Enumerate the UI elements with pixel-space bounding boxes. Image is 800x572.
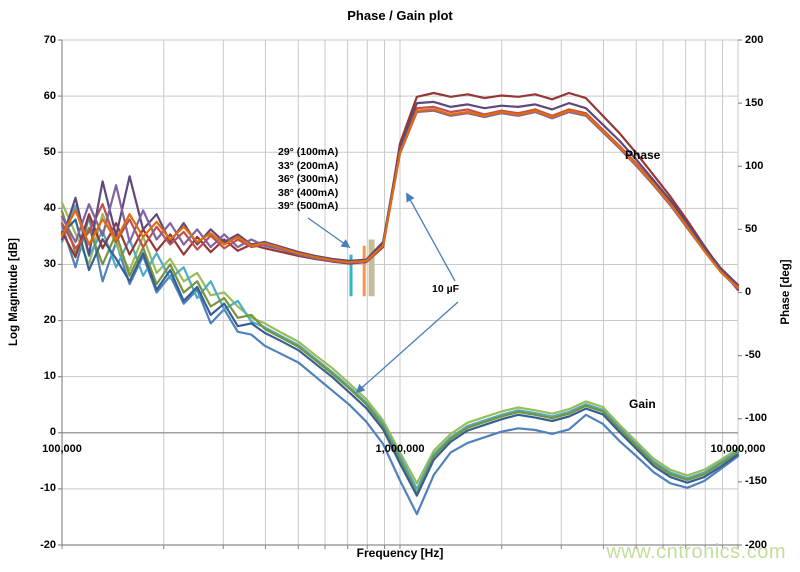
y-tick-left: -20 <box>40 538 56 551</box>
y-tick-right: 50 <box>745 222 758 235</box>
y-tick-left: 0 <box>49 426 56 439</box>
y-tick-right: -50 <box>745 349 761 362</box>
annotation-arrow <box>406 192 456 282</box>
y-tick-right: -100 <box>745 412 768 425</box>
y-tick-left: 20 <box>43 314 56 327</box>
annotation-arrow <box>307 217 351 249</box>
y-axis-right-title: Phase [deg] <box>780 259 792 325</box>
y-tick-left: 50 <box>43 145 56 158</box>
y-tick-right: -200 <box>745 538 768 551</box>
y-tick-right: -150 <box>745 475 768 488</box>
phase-margin-item: 33° (200mA) <box>278 159 339 172</box>
series-gain-300ma <box>60 204 740 490</box>
y-tick-left: -10 <box>40 482 56 495</box>
y-tick-left: 40 <box>43 201 56 214</box>
x-tick: 100,000 <box>42 443 82 455</box>
phase-margin-item: 36° (300mA) <box>278 173 339 186</box>
series-phase-500ma <box>60 108 740 289</box>
x-tick: 10,000,000 <box>710 443 766 455</box>
series-gain-100ma <box>60 215 740 516</box>
gain-curve-label: Gain <box>629 397 656 411</box>
x-tick: 1,000,000 <box>375 443 425 455</box>
series-gain-500ma <box>60 218 740 497</box>
y-tick-left: 70 <box>43 33 56 46</box>
y-tick-right: 0 <box>745 286 752 298</box>
x-axis-title: Frequency [Hz] <box>356 546 444 560</box>
series-gain-200ma <box>60 201 740 485</box>
y-tick-left: 10 <box>43 370 56 383</box>
series-phase-300ma <box>60 100 740 286</box>
y-axis-left-title: Log Magnitude [dB] <box>8 238 20 346</box>
series-gain-400ma <box>60 210 740 495</box>
y-tick-right: 100 <box>745 159 764 172</box>
phase-margin-item: 39° (500mA) <box>278 200 339 213</box>
capacitor-label: 10 µF <box>432 283 460 295</box>
chart-title: Phase / Gain plot <box>347 8 453 23</box>
watermark: www.cntronics.com <box>606 541 786 563</box>
phase-margin-item: 38° (400mA) <box>278 186 339 199</box>
y-tick-right: 150 <box>745 96 764 109</box>
phase-margin-item: 29° (100mA) <box>278 146 339 158</box>
annotation-arrow <box>355 301 459 394</box>
phase-margin-list: 29° (100mA) 33° (200mA) 36° (300mA) 38° … <box>278 146 338 214</box>
y-tick-left: 30 <box>43 257 56 270</box>
y-tick-left: 60 <box>43 89 56 102</box>
phase-curve-label: Phase <box>625 148 661 162</box>
y-tick-right: 200 <box>745 33 764 46</box>
